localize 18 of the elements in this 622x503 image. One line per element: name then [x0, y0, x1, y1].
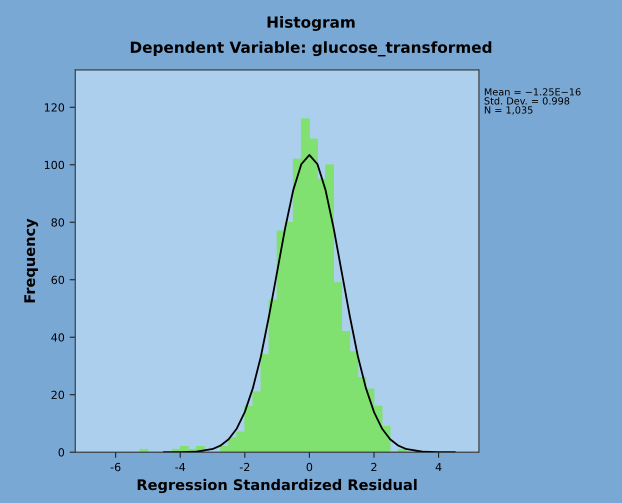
x-tick-label: -6: [110, 462, 120, 472]
x-tick-label: 4: [436, 462, 442, 472]
y-tick-label: 0: [58, 448, 64, 457]
y-tick-label: 60: [51, 276, 64, 284]
x-tick-label: -4: [175, 462, 186, 472]
y-tick-label: 40: [51, 333, 64, 342]
x-tick-label: 0: [306, 462, 312, 472]
y-tick-label: 120: [44, 103, 64, 112]
y-tick-label: 80: [51, 218, 64, 227]
chart-title: Histogram: [268, 16, 355, 31]
y-axis-title: Frequency: [24, 218, 38, 302]
x-axis-title: Regression Standardized Residual: [138, 478, 417, 494]
y-tick-label: 20: [52, 390, 64, 400]
text: Mean = −1.25E−16 Std. Dev. = 0.998 N = 1,035: [484, 88, 581, 115]
x-tick-label: 2: [371, 462, 376, 472]
x-tick-label: -2: [240, 462, 250, 472]
chart-subtitle: Dependent Variable: glucose_transformed: [130, 41, 492, 56]
y-tick-label: 100: [44, 160, 64, 170]
